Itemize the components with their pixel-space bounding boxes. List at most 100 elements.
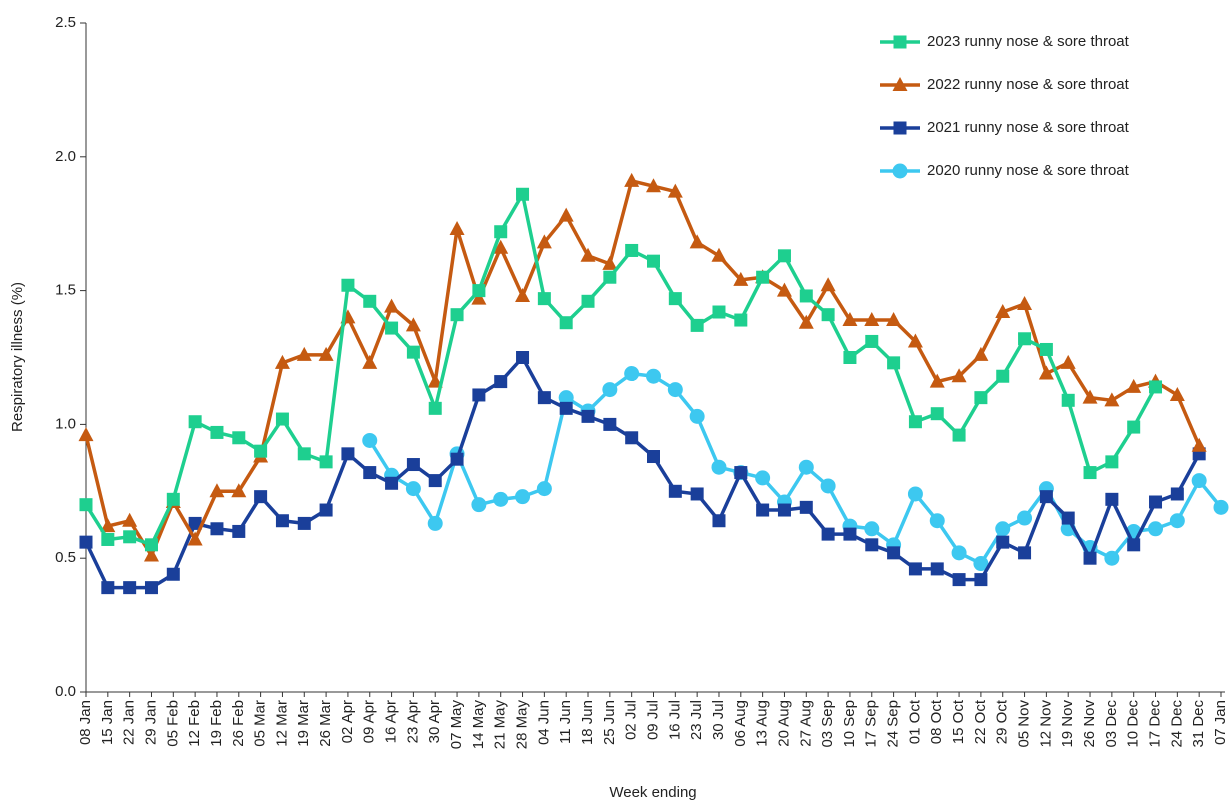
point [123, 581, 137, 595]
point [275, 514, 289, 528]
legend-label: 2020 runny nose & sore throat [927, 162, 1130, 179]
point [297, 516, 311, 530]
point [1127, 538, 1141, 552]
legend-marker [892, 163, 908, 179]
point [1039, 490, 1053, 504]
point [78, 427, 94, 442]
x-tick-label: 12 Mar [273, 700, 290, 747]
x-tick-label: 12 Nov [1037, 700, 1054, 748]
point [1149, 380, 1163, 394]
x-tick-label: 07 May [448, 700, 465, 750]
point [1169, 513, 1185, 529]
x-tick-label: 16 Apr [383, 700, 400, 743]
point [319, 455, 333, 469]
point [187, 531, 203, 546]
point [798, 314, 814, 329]
x-tick-label: 16 Jul [666, 700, 683, 740]
point [1149, 495, 1163, 509]
point [472, 284, 486, 298]
y-tick-label: 0.0 [55, 683, 76, 700]
x-tick-label: 17 Dec [1146, 700, 1163, 748]
point [776, 282, 792, 297]
point [973, 556, 989, 572]
point [1017, 510, 1033, 526]
x-tick-label: 08 Jan [77, 700, 94, 745]
point [690, 487, 704, 501]
x-tick-label: 08 Oct [928, 699, 945, 744]
point [232, 431, 246, 445]
x-tick-label: 04 Jun [535, 700, 552, 745]
point [952, 428, 966, 442]
point [798, 459, 814, 475]
y-tick-label: 1.5 [55, 282, 76, 299]
point [887, 546, 901, 560]
x-tick-label: 10 Dec [1125, 700, 1142, 748]
point [865, 334, 879, 348]
point [274, 354, 290, 369]
x-tick-label: 26 Feb [230, 700, 247, 747]
x-tick-label: 01 Oct [906, 699, 923, 744]
point [865, 538, 879, 552]
x-tick-label: 31 Dec [1190, 700, 1207, 748]
point [254, 490, 268, 504]
point [123, 530, 137, 544]
x-tick-label: 15 Jan [99, 700, 116, 745]
x-tick-label: 12 Feb [186, 700, 203, 747]
point [319, 503, 333, 517]
point [864, 312, 880, 327]
y-tick-label: 0.5 [55, 549, 76, 566]
point [558, 207, 574, 222]
x-tick-label: 19 Mar [295, 700, 312, 747]
point [450, 308, 464, 322]
point [777, 249, 791, 263]
point [188, 516, 202, 530]
point [995, 304, 1011, 319]
point [493, 239, 509, 254]
x-tick-label: 11 Jun [557, 700, 574, 744]
series-line [84, 179, 1201, 558]
point [1083, 466, 1097, 480]
point [406, 458, 420, 472]
point [1060, 354, 1076, 369]
point [471, 290, 487, 305]
point [625, 243, 639, 257]
point [996, 535, 1010, 549]
point [1213, 499, 1229, 515]
point [974, 391, 988, 405]
point [144, 581, 158, 595]
point [755, 470, 771, 486]
x-tick-label: 22 Jan [121, 700, 138, 745]
y-tick-label: 2.0 [55, 148, 76, 165]
point [646, 178, 661, 193]
x-tick-label: 05 Mar [252, 700, 269, 747]
point [362, 432, 378, 448]
legend-label: 2023 runny nose & sore throat [927, 33, 1130, 50]
x-tick-label: 30 Jul [710, 700, 727, 740]
x-tick-label: 23 Apr [404, 700, 421, 743]
x-tick-label: 03 Dec [1103, 700, 1120, 748]
point [559, 316, 573, 330]
x-tick-label: 27 Aug [797, 700, 814, 747]
point [820, 277, 836, 292]
point [973, 346, 989, 361]
series-line [84, 355, 1201, 590]
point [712, 514, 726, 528]
x-tick-label: 05 Feb [164, 700, 181, 747]
point [1082, 389, 1098, 404]
point [79, 535, 93, 549]
x-tick-label: 19 Feb [208, 700, 225, 747]
x-tick-label: 21 May [492, 700, 509, 750]
legend-marker [893, 121, 907, 135]
x-tick-label: 26 Mar [317, 700, 334, 747]
point [821, 527, 835, 541]
point [756, 270, 770, 284]
point [100, 518, 116, 533]
point [516, 351, 530, 364]
point [210, 425, 224, 439]
legend-marker [892, 77, 908, 91]
point [951, 545, 967, 561]
point [821, 308, 835, 322]
point [537, 391, 551, 405]
x-tick-label: 03 Sep [819, 700, 836, 748]
point [275, 412, 289, 426]
